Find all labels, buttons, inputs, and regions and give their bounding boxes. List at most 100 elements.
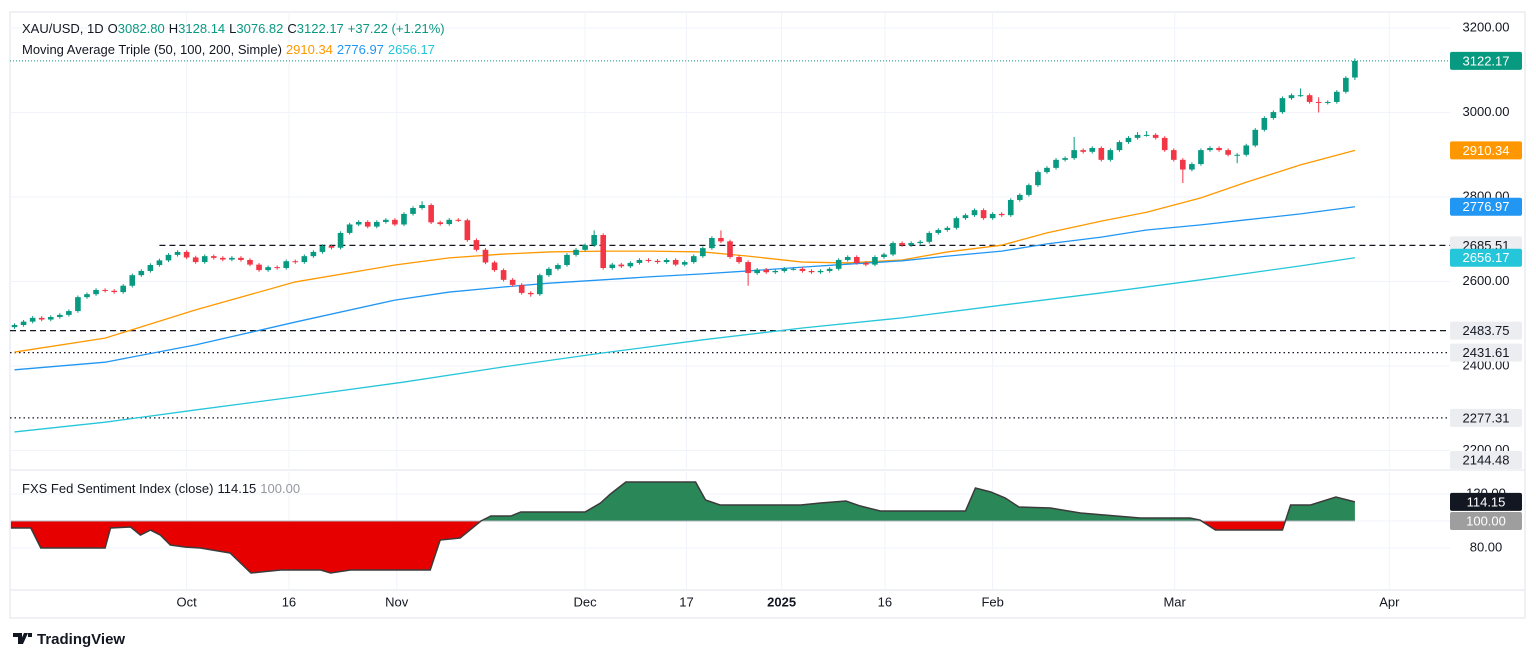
sentiment-value: 114.15: [217, 481, 257, 496]
candle-body: [1161, 137, 1168, 151]
candle-body: [1207, 148, 1213, 151]
candle-body: [1288, 95, 1295, 99]
candle-body: [1297, 95, 1304, 97]
candle-body: [464, 220, 471, 241]
candle-body: [1134, 134, 1141, 138]
candle-body: [654, 260, 661, 263]
baseline-badge-bg: [1450, 512, 1522, 531]
x-tick-label: Apr: [1379, 594, 1400, 609]
candle-body: [11, 325, 18, 328]
candle-body: [953, 218, 960, 228]
level-badge-bg: [1450, 408, 1522, 427]
candle-body: [745, 262, 751, 274]
candle-body: [93, 289, 99, 295]
candle-body: [817, 270, 824, 273]
candle-body: [700, 248, 706, 257]
candle-body: [573, 249, 579, 255]
level-badge-bg: [1450, 321, 1522, 340]
candle-body: [799, 268, 806, 271]
candle-body: [473, 240, 480, 250]
candle-body: [908, 243, 914, 246]
candle-body: [754, 269, 760, 274]
candle-body: [681, 262, 688, 265]
candle-body: [1198, 150, 1204, 165]
candle-body: [1026, 185, 1032, 195]
ma-badge-bg: [1450, 248, 1522, 267]
candle-body: [1180, 159, 1186, 170]
candle-body: [1189, 164, 1195, 170]
candle-body: [826, 268, 833, 271]
candle-body: [401, 213, 407, 225]
candle-body: [1252, 129, 1259, 146]
moving-average: [14, 257, 1356, 433]
x-tick-label: 17: [679, 594, 693, 609]
candle-body: [147, 265, 154, 271]
candle-body: [917, 241, 923, 244]
candle-body: [835, 259, 842, 269]
candle-body: [156, 260, 163, 266]
candle-body: [564, 254, 570, 266]
x-tick-label: Oct: [176, 594, 197, 609]
candle-body: [1315, 101, 1322, 103]
indicator-pane: [10, 481, 1356, 574]
x-tick-label: Feb: [981, 594, 1003, 609]
candle-body: [1225, 150, 1231, 155]
candle-body: [410, 207, 416, 214]
candle-body: [283, 261, 290, 268]
candle-body: [727, 241, 733, 258]
moving-average: [14, 149, 1356, 353]
candle-body: [220, 257, 226, 260]
candle-body: [1017, 194, 1023, 200]
candle-body: [138, 270, 145, 276]
candle-body: [527, 292, 534, 295]
ma-legend: Moving Average Triple (50, 100, 200, Sim…: [22, 42, 439, 57]
ohlc-key: H: [168, 21, 179, 36]
sentiment-badge-bg: [1450, 492, 1522, 511]
candle-body: [790, 268, 797, 270]
ma-value: 2656.17: [387, 42, 435, 57]
x-tick-label: 16: [878, 594, 892, 609]
candle-body: [1270, 112, 1277, 119]
candle-body: [229, 257, 235, 260]
candle-body: [192, 257, 199, 263]
ma-badge: 2656.17: [1463, 250, 1510, 265]
candle-body: [962, 215, 969, 219]
candle-body: [319, 246, 326, 252]
candle-body: [1216, 148, 1222, 151]
candle-body: [609, 264, 616, 268]
sentiment-badge: 114.15: [1467, 494, 1506, 509]
candle-body: [636, 259, 643, 263]
candle-body: [555, 265, 561, 269]
candle-body: [238, 257, 244, 260]
x-tick-label: 16: [282, 594, 296, 609]
candle-body: [29, 317, 36, 322]
candle-body: [1044, 167, 1050, 173]
candle-body: [546, 268, 552, 276]
ohlc-value: 3082.80: [117, 21, 165, 36]
symbol: XAU/USD, 1D: [22, 21, 104, 36]
candle-body: [355, 221, 362, 225]
candle-body: [718, 237, 724, 242]
last-price-badge-bg: [1450, 51, 1522, 70]
candle-body: [518, 284, 525, 293]
level-badge: 2483.75: [1463, 323, 1510, 338]
candle-body: [582, 245, 588, 250]
candle-body: [57, 314, 63, 317]
candle-body: [120, 285, 127, 293]
candle-body: [890, 243, 896, 255]
candle-body: [853, 257, 860, 263]
sentiment-line: [10, 481, 1356, 574]
candle-body: [165, 254, 172, 261]
candle-body: [736, 257, 742, 263]
ma-badge: 2910.34: [1463, 143, 1510, 158]
candle-body: [111, 290, 117, 293]
moving-average: [14, 206, 1355, 371]
candle-body: [600, 235, 607, 268]
candle-body: [1234, 154, 1240, 156]
candle-body: [1261, 118, 1268, 130]
candle-body: [392, 219, 398, 225]
candle-body: [455, 219, 462, 221]
level-badge: 2144.48: [1463, 452, 1510, 467]
